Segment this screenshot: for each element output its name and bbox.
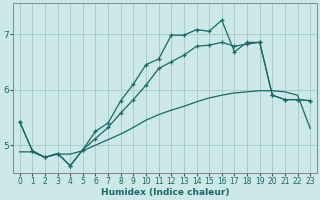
X-axis label: Humidex (Indice chaleur): Humidex (Indice chaleur) [101,188,229,197]
